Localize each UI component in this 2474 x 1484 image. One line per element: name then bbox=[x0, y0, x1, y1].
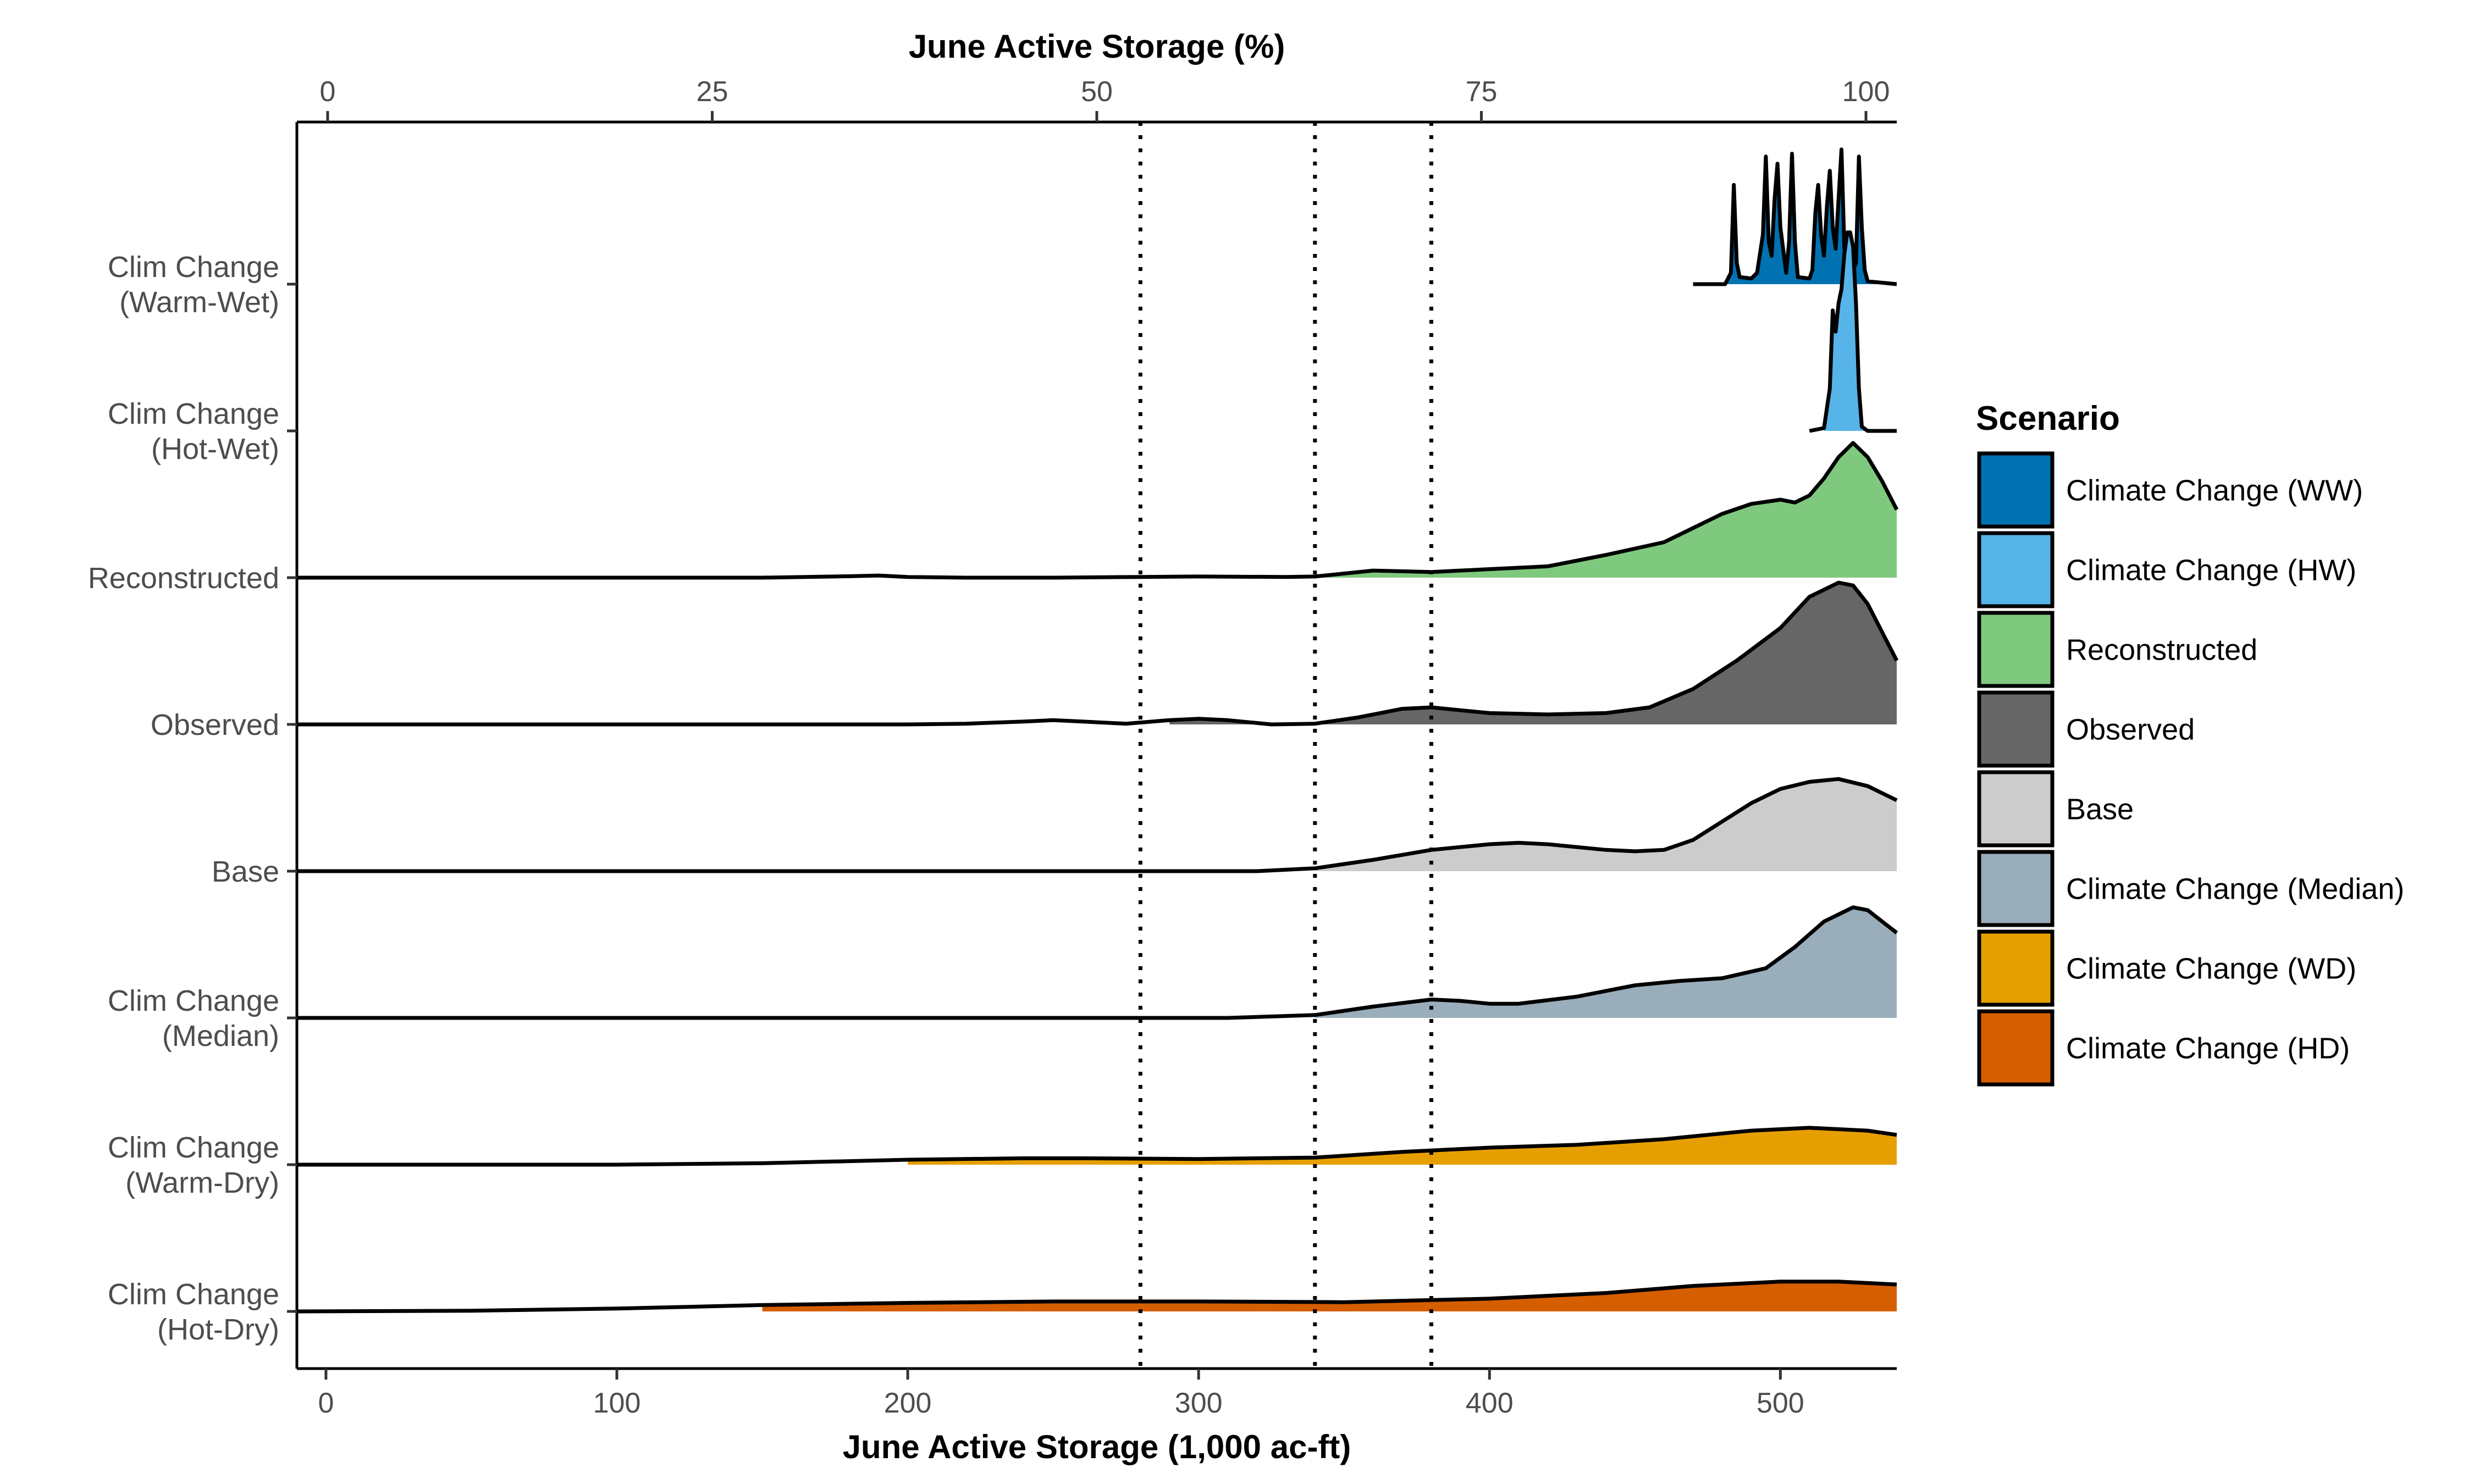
plot-frame bbox=[295, 120, 1897, 1370]
legend-swatch bbox=[1977, 531, 2055, 608]
ridge-fill bbox=[1315, 907, 1897, 1018]
ridge-5 bbox=[297, 905, 1898, 1020]
ridge-outline bbox=[296, 1280, 1897, 1314]
legend-swatch bbox=[1977, 1009, 2055, 1087]
ridge-outline bbox=[297, 441, 1899, 580]
bottom-axis: 0 100 200 300 400 500 bbox=[318, 1369, 1804, 1419]
top-tick-label: 100 bbox=[1842, 76, 1890, 108]
ridge-fill bbox=[1315, 442, 1897, 578]
row-label: Clim Change (Median) bbox=[108, 984, 279, 1053]
legend-label: Climate Change (HW) bbox=[2066, 554, 2356, 587]
ridge-outline bbox=[1809, 230, 1897, 433]
top-tick-label: 25 bbox=[697, 76, 728, 108]
bottom-tick-label: 0 bbox=[318, 1387, 334, 1419]
legend-entry: Reconstructed bbox=[1977, 611, 2257, 688]
ridge-4 bbox=[297, 777, 1898, 873]
ridge-outline bbox=[297, 905, 1898, 1020]
bottom-tick-label: 200 bbox=[884, 1387, 932, 1419]
row-label: Observed bbox=[151, 708, 279, 741]
legend-label: Base bbox=[2066, 793, 2134, 826]
left-axis: Clim Change (Warm-Wet) Clim Change (Hot-Wet… bbox=[88, 251, 297, 1346]
top-tick-label: 50 bbox=[1081, 76, 1113, 108]
legend-swatch bbox=[1977, 929, 2055, 1007]
legend-label: Climate Change (WD) bbox=[2066, 953, 2356, 985]
legend-entry: Observed bbox=[1977, 690, 2195, 768]
legend-entry: Climate Change (HW) bbox=[1977, 531, 2356, 608]
ridge-outline bbox=[1693, 147, 1897, 286]
legend-entry: Climate Change (Median) bbox=[1977, 850, 2404, 927]
row-label: Base bbox=[212, 855, 279, 888]
bottom-tick-label: 300 bbox=[1175, 1387, 1223, 1419]
ridge-outline bbox=[297, 1126, 1897, 1167]
ridge-0 bbox=[1693, 147, 1897, 286]
bottom-axis-title: June Active Storage (1,000 ac-ft) bbox=[843, 1428, 1351, 1465]
ridge-1 bbox=[1809, 230, 1897, 433]
legend-title: Scenario bbox=[1976, 400, 2120, 438]
legend-swatch bbox=[1977, 850, 2055, 927]
row-label: Clim Change (Hot-Dry) bbox=[108, 1278, 279, 1346]
ridge-7 bbox=[296, 1280, 1897, 1314]
top-tick-label: 75 bbox=[1466, 76, 1498, 108]
legend-entry: Base bbox=[1977, 770, 2134, 848]
legend-label: Climate Change (Median) bbox=[2066, 873, 2404, 906]
row-label: Reconstructed bbox=[88, 562, 279, 595]
legend-label: Observed bbox=[2066, 713, 2195, 746]
legend: Scenario Climate Change (WW) Climate Chan… bbox=[1976, 400, 2404, 1087]
ridge-fill bbox=[908, 1127, 1897, 1165]
bottom-tick-label: 400 bbox=[1466, 1387, 1514, 1419]
legend-entry: Climate Change (WW) bbox=[1977, 451, 2363, 529]
ridge-fill bbox=[1169, 583, 1897, 724]
row-label: Clim Change (Warm-Dry) bbox=[108, 1131, 279, 1199]
top-tick-label: 0 bbox=[320, 76, 336, 108]
bottom-tick-label: 500 bbox=[1757, 1387, 1804, 1419]
reference-lines bbox=[1138, 122, 1433, 1369]
legend-label: Climate Change (HD) bbox=[2066, 1032, 2350, 1065]
density-ridges bbox=[296, 147, 1899, 1314]
legend-swatch bbox=[1977, 611, 2055, 688]
ridge-outline bbox=[297, 580, 1899, 727]
legend-label: Reconstructed bbox=[2066, 634, 2257, 667]
ridge-fill bbox=[762, 1281, 1897, 1311]
ridge-fill bbox=[1315, 779, 1897, 871]
legend-entry: Climate Change (HD) bbox=[1977, 1009, 2350, 1087]
ridge-fill bbox=[1725, 149, 1897, 284]
bottom-tick-label: 100 bbox=[593, 1387, 641, 1419]
legend-swatch bbox=[1977, 770, 2055, 848]
top-axis: 0 25 50 75 100 bbox=[320, 76, 1890, 122]
legend-entry: Climate Change (WD) bbox=[1977, 929, 2356, 1007]
row-label: Clim Change (Hot-Wet) bbox=[108, 397, 279, 466]
ridge-2 bbox=[297, 441, 1899, 580]
row-label: Clim Change (Warm-Wet) bbox=[108, 251, 279, 319]
ridge-6 bbox=[297, 1126, 1897, 1167]
top-axis-title: June Active Storage (%) bbox=[909, 28, 1285, 65]
legend-swatch bbox=[1977, 451, 2055, 529]
legend-label: Climate Change (WW) bbox=[2066, 474, 2363, 507]
legend-swatch bbox=[1977, 690, 2055, 768]
ridge-3 bbox=[297, 580, 1899, 727]
ridge-outline bbox=[297, 777, 1898, 873]
